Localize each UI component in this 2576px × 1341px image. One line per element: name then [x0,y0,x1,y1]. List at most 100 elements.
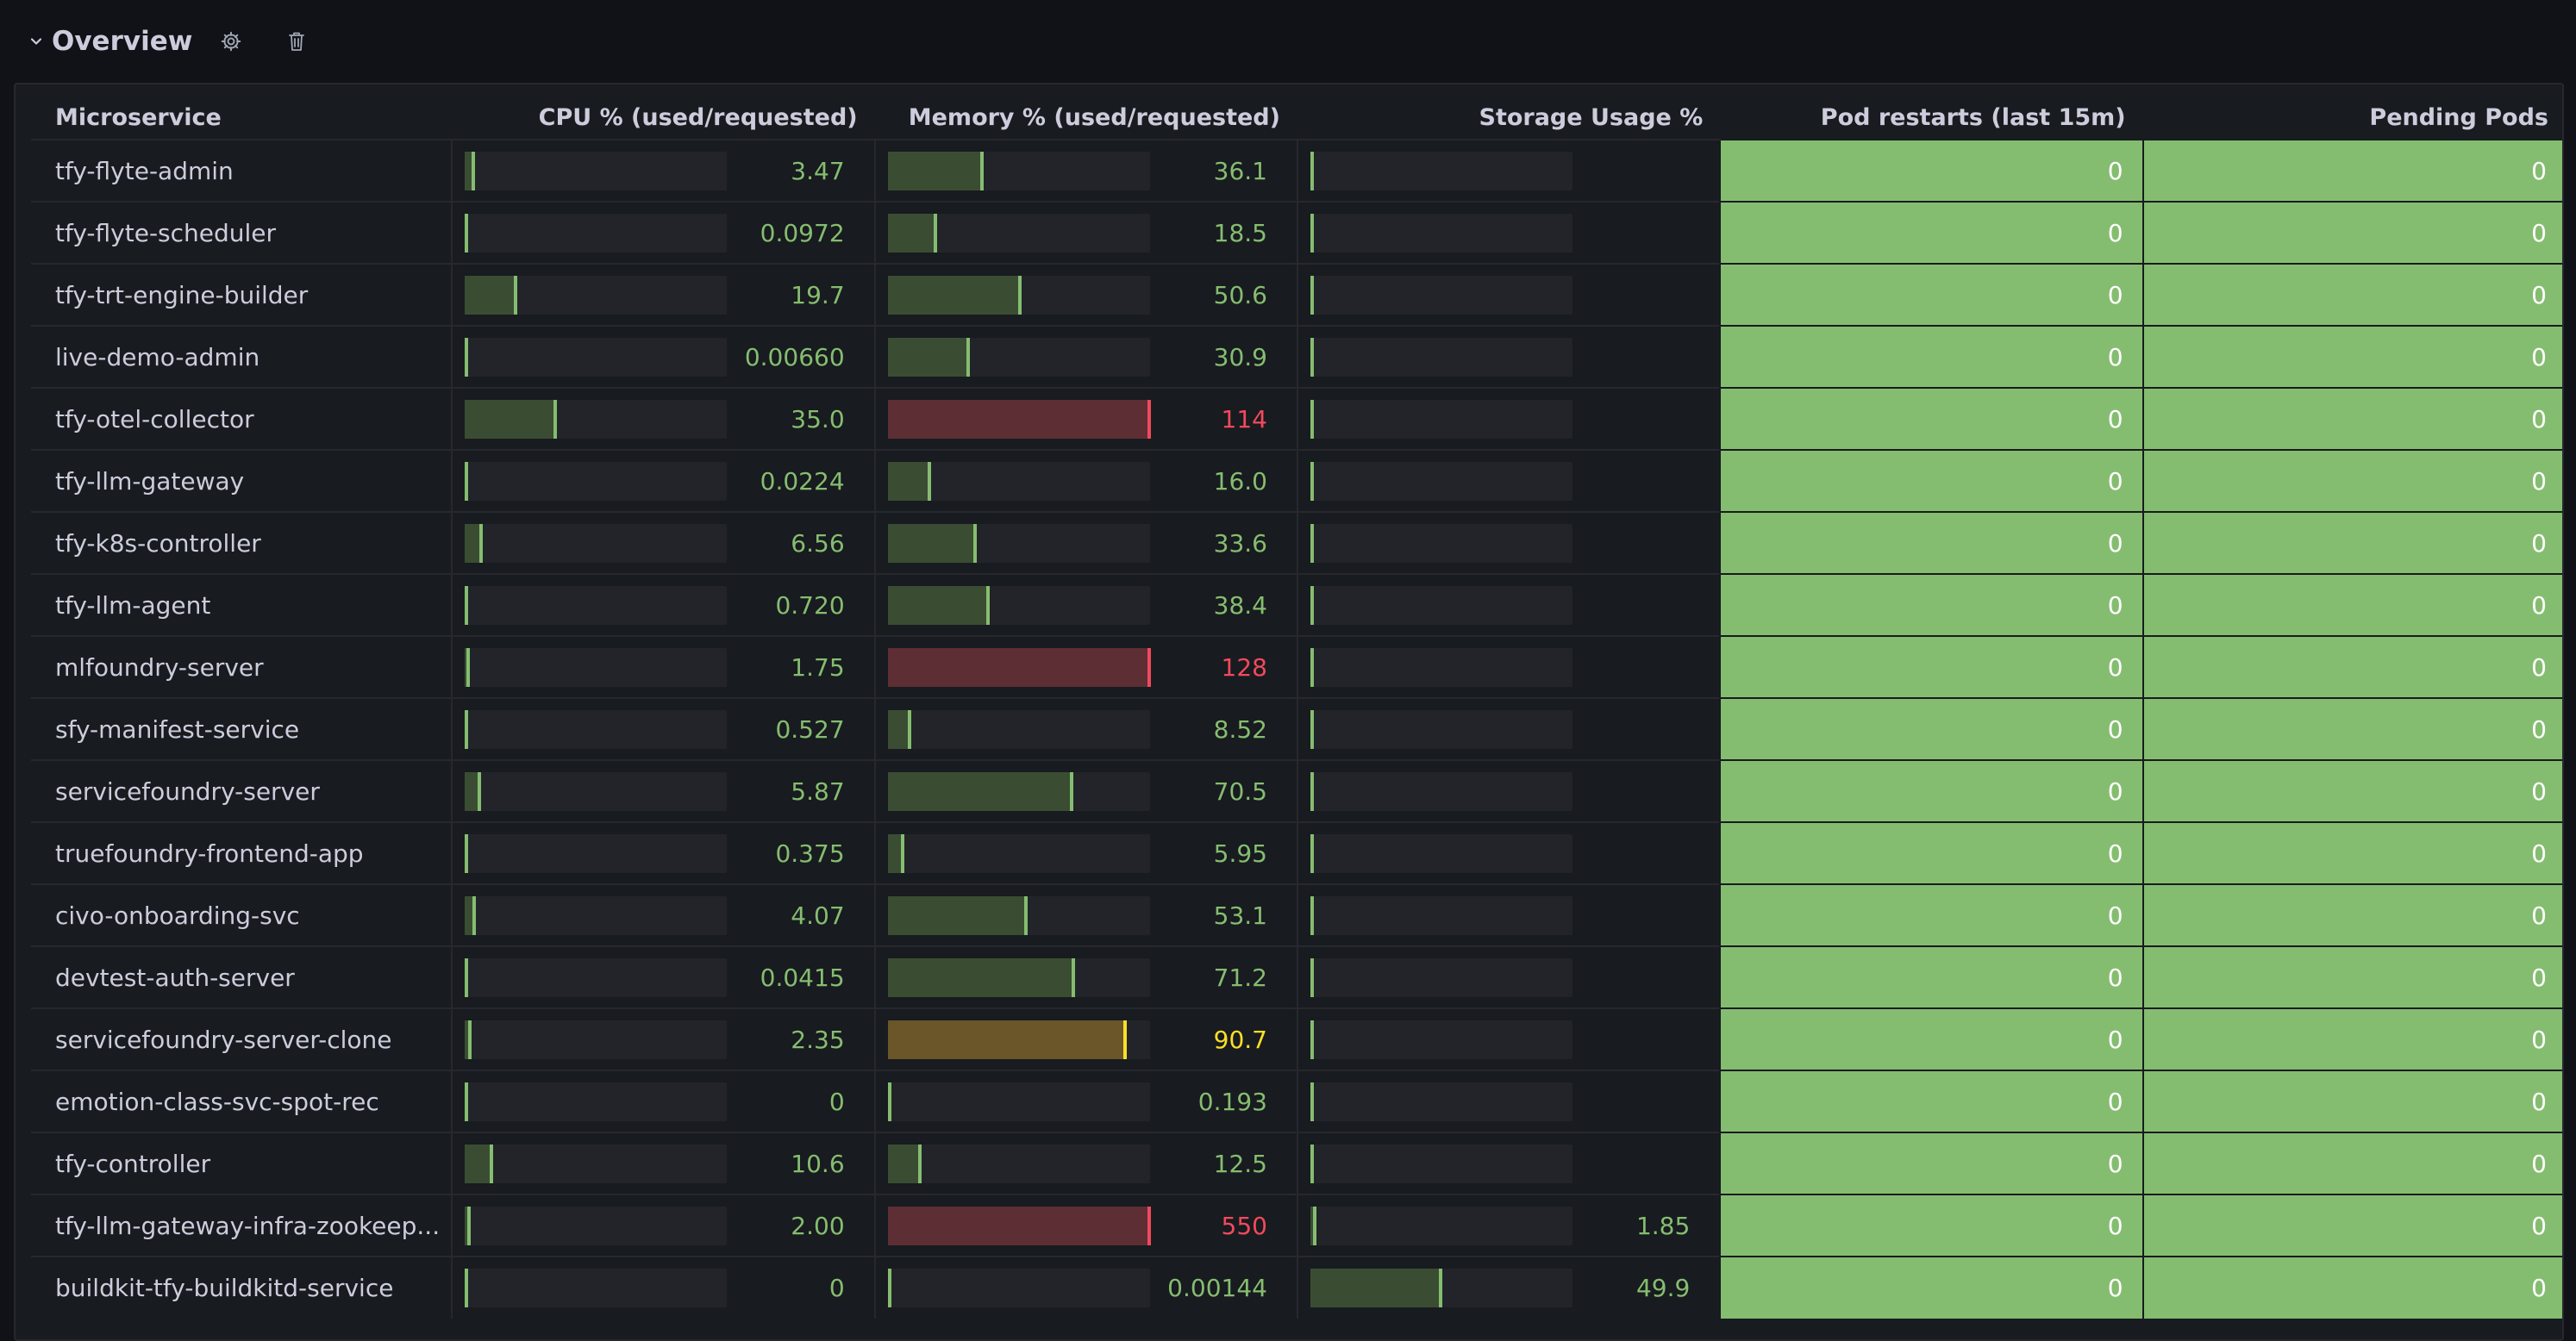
cpu-cell: 19.7 [451,263,875,326]
table-row[interactable]: mlfoundry-server 1.75 128 0 0 [31,635,2562,698]
cpu-value: 5.87 [791,777,845,806]
microservice-name: devtest-auth-server [31,945,453,1008]
storage-gauge [1310,1082,1572,1121]
cpu-value: 0 [828,1274,845,1302]
memory-gauge-fill [887,338,969,377]
table-row[interactable]: sfy-manifest-service 0.527 8.52 0 0 [31,697,2562,760]
microservice-name: live-demo-admin [31,325,453,388]
memory-gauge-fill [887,524,976,563]
cpu-gauge [465,524,728,563]
column-header-storage[interactable]: Storage Usage % [1479,104,1704,131]
memory-gauge-fill [887,214,936,253]
memory-gauge-marker [1147,648,1151,687]
memory-value: 5.95 [1213,839,1267,868]
pending-pods-value: 0 [2141,511,2562,574]
table-row[interactable]: tfy-llm-gateway 0.0224 16.0 0 0 [31,449,2562,512]
memory-gauge-fill [887,834,903,873]
table-row[interactable]: tfy-k8s-controller 6.56 33.6 0 0 [31,511,2562,574]
memory-cell: 0.00144 [873,1256,1297,1319]
cpu-value: 6.56 [791,529,845,558]
storage-gauge-marker [1310,710,1314,749]
cpu-value: 0.00660 [744,343,845,371]
pod-restarts-value: 0 [1719,1007,2143,1070]
cpu-gauge-marker [490,1145,494,1183]
memory-gauge [887,400,1151,439]
table-row[interactable]: live-demo-admin 0.00660 30.9 0 0 [31,325,2562,388]
cpu-gauge-marker [465,338,469,377]
table-row[interactable]: tfy-controller 10.6 12.5 0 0 [31,1132,2562,1194]
table-row[interactable]: servicefoundry-server-clone 2.35 90.7 0 0 [31,1007,2562,1070]
trash-icon[interactable] [281,26,312,57]
row-title[interactable]: Overview [52,26,193,57]
memory-value: 18.5 [1213,219,1267,247]
table-row[interactable]: devtest-auth-server 0.0415 71.2 0 0 [31,945,2562,1008]
cpu-cell: 35.0 [451,387,875,450]
memory-cell: 33.6 [873,511,1297,574]
cpu-value: 0.0415 [760,964,845,992]
column-header-cpu[interactable]: CPU % (used/requested) [538,104,858,131]
memory-cell: 128 [873,635,1297,698]
table-row[interactable]: truefoundry-frontend-app 0.375 5.95 0 0 [31,821,2562,884]
microservice-name: sfy-manifest-service [31,697,453,760]
cpu-gauge [465,400,728,439]
storage-cell: 49.9 [1296,1256,1721,1319]
pending-pods-value: 0 [2141,1132,2562,1194]
cpu-value: 1.75 [791,653,845,682]
microservice-name: servicefoundry-server-clone [31,1007,453,1070]
memory-gauge-marker [933,214,937,253]
cpu-gauge-marker [465,586,469,625]
table-row[interactable]: tfy-llm-agent 0.720 38.4 0 0 [31,573,2562,636]
cpu-value: 0 [828,1088,845,1116]
memory-gauge-marker [1023,896,1028,935]
column-header-pod-restarts[interactable]: Pod restarts (last 15m) [1820,104,2126,131]
memory-gauge-fill [887,710,910,749]
cpu-gauge-marker [465,834,469,873]
pending-pods-value: 0 [2141,945,2562,1008]
gear-icon[interactable] [216,26,247,57]
storage-gauge [1310,586,1572,625]
microservice-name: tfy-otel-collector [31,387,453,450]
cpu-gauge [465,772,728,811]
table-row[interactable]: servicefoundry-server 5.87 70.5 0 0 [31,759,2562,822]
table-row[interactable]: tfy-llm-gateway-infra-zookeep... 2.00 550 1… [31,1194,2562,1257]
table-row[interactable]: tfy-flyte-scheduler 0.0972 18.5 0 0 [31,201,2562,264]
cpu-gauge-fill [465,524,483,563]
cpu-gauge [465,958,728,997]
memory-gauge-fill [887,1145,921,1183]
memory-value: 12.5 [1213,1150,1267,1178]
memory-gauge-fill [887,1020,1126,1059]
column-header-microservice[interactable]: Microservice [55,104,222,131]
storage-gauge-marker [1310,152,1314,190]
cpu-gauge-marker [479,524,484,563]
table-row[interactable]: tfy-trt-engine-builder 19.7 50.6 0 0 [31,263,2562,326]
memory-gauge-marker [1017,276,1022,315]
table-row[interactable]: tfy-otel-collector 35.0 114 0 0 [31,387,2562,450]
column-header-pending-pods[interactable]: Pending Pods [2369,104,2548,131]
column-header-memory[interactable]: Memory % (used/requested) [908,104,1280,131]
table-row[interactable]: tfy-flyte-admin 3.47 36.1 0 0 [31,139,2562,202]
storage-cell [1296,1070,1721,1132]
cpu-gauge-marker [553,400,558,439]
cpu-cell: 0.527 [451,697,875,760]
storage-gauge-marker [1310,1082,1314,1121]
cpu-gauge-marker [468,1020,472,1059]
chevron-down-icon[interactable] [26,26,47,57]
cpu-cell: 0.720 [451,573,875,636]
storage-gauge [1310,1207,1572,1245]
memory-value: 33.6 [1213,529,1267,558]
table-row[interactable]: emotion-class-svc-spot-rec 0 0.193 0 0 [31,1070,2562,1132]
cpu-cell: 0.0415 [451,945,875,1008]
pod-restarts-value: 0 [1719,759,2143,822]
storage-cell [1296,449,1721,512]
cpu-gauge [465,1082,728,1121]
storage-gauge [1310,152,1572,190]
table-row[interactable]: buildkit-tfy-buildkitd-service 0 0.00144 49… [31,1256,2562,1319]
microservice-name: tfy-flyte-admin [31,139,453,202]
memory-gauge-marker [985,586,990,625]
cpu-gauge-marker [478,772,482,811]
memory-gauge-fill [887,276,1021,315]
storage-gauge [1310,710,1572,749]
storage-cell [1296,325,1721,388]
table-row[interactable]: civo-onboarding-svc 4.07 53.1 0 0 [31,883,2562,946]
cpu-value: 2.00 [791,1212,845,1240]
